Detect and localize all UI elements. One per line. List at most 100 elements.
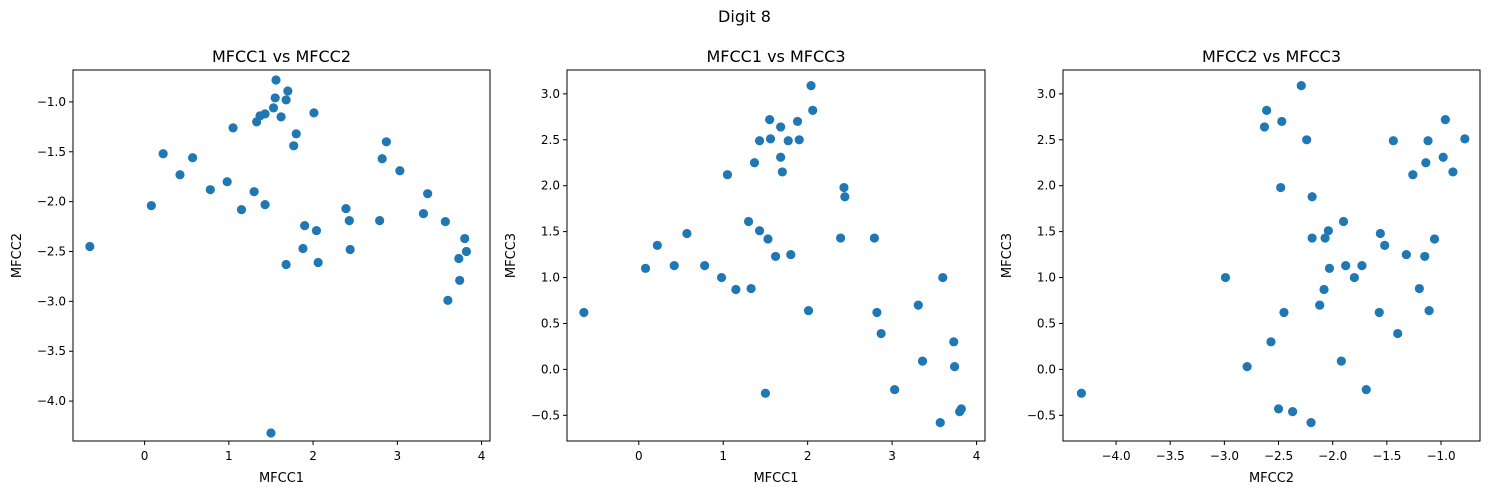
data-point xyxy=(1259,122,1270,132)
data-point xyxy=(260,200,270,210)
data-point xyxy=(1361,384,1371,395)
data-point xyxy=(205,185,215,195)
y-tick-label: −3.5 xyxy=(37,344,66,358)
x-axis-label: MFCC1 xyxy=(753,471,798,486)
data-point xyxy=(754,136,765,146)
data-point xyxy=(281,259,291,270)
data-point xyxy=(760,388,771,398)
data-point xyxy=(1349,272,1359,283)
data-point xyxy=(381,137,391,147)
data-point xyxy=(1273,404,1284,414)
figure-title: Digit 8 xyxy=(718,7,771,26)
y-axis-label: MFCC2 xyxy=(10,233,25,278)
data-point xyxy=(1319,284,1329,295)
data-point xyxy=(794,135,804,145)
x-tick-label: −4.0 xyxy=(1102,449,1131,463)
data-point xyxy=(803,305,814,316)
data-point xyxy=(869,233,879,243)
x-tick-label: −3.0 xyxy=(1210,449,1239,463)
plot-frame xyxy=(566,69,986,442)
data-point xyxy=(808,105,818,116)
data-point xyxy=(1276,182,1286,193)
data-point xyxy=(949,337,959,347)
y-tick-label: 0.5 xyxy=(541,316,560,330)
data-point xyxy=(1277,116,1287,127)
x-tick-label: −3.5 xyxy=(1156,449,1185,463)
data-point xyxy=(283,86,293,96)
data-point xyxy=(754,226,765,236)
data-point xyxy=(291,129,301,139)
data-point xyxy=(146,201,156,211)
data-point xyxy=(175,170,185,180)
data-point xyxy=(777,167,787,177)
data-point xyxy=(1424,305,1434,316)
data-point xyxy=(765,114,775,125)
data-point xyxy=(669,261,679,271)
scatter-panel-3: MFCC2 vs MFCC3 −4.0 −3.5 −3.0 −2.5 −2.0 −1.5 −1… xyxy=(1000,47,1481,486)
scatter-panel-1: MFCC1 vs MFCC2 0 1 2 3 4 −4.0 −3.5 −3.0 −2.5 −2.0 −… xyxy=(10,47,491,486)
y-tick-label: −3.0 xyxy=(37,294,66,308)
data-point xyxy=(1440,114,1450,125)
x-tick-label: −1.5 xyxy=(1372,449,1401,463)
data-point xyxy=(1320,233,1330,243)
x-axis-label: MFCC2 xyxy=(1249,471,1294,486)
x-tick-label: 3 xyxy=(394,449,402,463)
y-tick-label: −2.0 xyxy=(37,195,66,209)
data-point xyxy=(840,192,850,202)
data-point xyxy=(786,249,796,260)
data-point xyxy=(1380,240,1390,250)
data-point xyxy=(950,362,960,372)
data-point xyxy=(935,418,945,428)
data-point xyxy=(1420,251,1430,262)
data-point xyxy=(222,177,232,187)
data-point xyxy=(1438,152,1448,162)
data-point xyxy=(228,123,238,133)
panel-title: MFCC2 vs MFCC3 xyxy=(1202,47,1341,66)
data-point xyxy=(1288,407,1298,417)
x-tick-label: −2.5 xyxy=(1264,449,1293,463)
plot-frame xyxy=(1062,69,1481,442)
y-tick-label: 3.0 xyxy=(1037,87,1056,101)
data-point xyxy=(1296,81,1306,91)
data-point xyxy=(1421,158,1431,168)
data-point xyxy=(1357,261,1367,271)
y-tick-label: −0.5 xyxy=(1027,408,1056,422)
data-point xyxy=(1266,337,1276,347)
data-point xyxy=(1336,356,1346,366)
data-point xyxy=(749,158,760,168)
data-point xyxy=(776,152,786,162)
y-tick-label: −1.0 xyxy=(37,95,66,109)
x-tick-label: 4 xyxy=(973,449,981,463)
data-point xyxy=(266,428,276,438)
data-point xyxy=(249,187,259,197)
data-point xyxy=(85,241,95,252)
data-point xyxy=(836,233,846,243)
y-axis-label: MFCC3 xyxy=(504,233,519,278)
data-point xyxy=(765,134,776,144)
x-tick-label: 0 xyxy=(141,449,149,463)
x-tick-label: 0 xyxy=(635,449,643,463)
y-tick-label: 1.0 xyxy=(1037,271,1056,285)
y-tick-label: 2.5 xyxy=(541,133,560,147)
data-point xyxy=(743,216,754,227)
data-point xyxy=(917,356,928,366)
data-point xyxy=(746,283,756,294)
data-point xyxy=(443,295,453,305)
data-point xyxy=(913,300,923,310)
y-tick-label: −0.5 xyxy=(531,408,560,422)
data-point xyxy=(682,228,692,239)
x-tick-label: 1 xyxy=(719,449,727,463)
data-point xyxy=(876,328,886,339)
data-point xyxy=(1338,216,1349,227)
data-point xyxy=(455,275,465,286)
data-point xyxy=(763,234,773,244)
data-point xyxy=(806,81,816,91)
data-point xyxy=(890,384,900,395)
data-point xyxy=(158,149,168,159)
scatter-panel-2: MFCC1 vs MFCC3 0 1 2 3 4 −0.5 0.0 0.5 1.0 1.5 2.0 2.… xyxy=(504,47,986,486)
data-point xyxy=(271,75,281,85)
data-point xyxy=(460,233,470,244)
data-point xyxy=(1242,362,1252,372)
y-tick-label: 2.5 xyxy=(1037,133,1056,147)
